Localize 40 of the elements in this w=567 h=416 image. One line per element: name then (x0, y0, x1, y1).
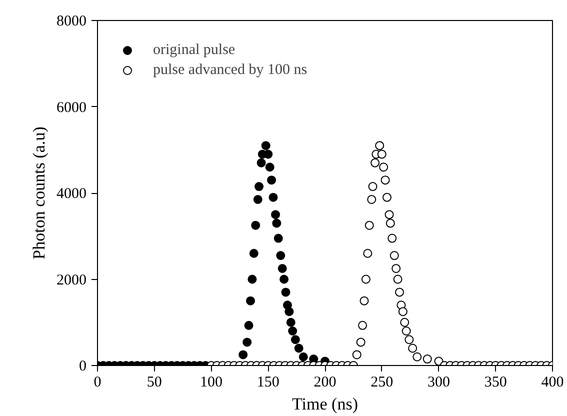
point (276, 251, 286, 260)
point (271, 210, 280, 220)
point (281, 288, 290, 297)
x-axis-title: Time (ns) (292, 394, 358, 414)
x-tick-label: 400 (541, 374, 564, 390)
y-axis-title: Photon counts (a.u) (30, 126, 48, 260)
point (286, 318, 296, 327)
point (284, 307, 294, 316)
legend-label: pulse advanced by 100 ns (153, 62, 308, 78)
point (274, 234, 283, 243)
y-tick-label: 2000 (56, 272, 86, 288)
point (248, 274, 257, 284)
y-tick-label: 6000 (56, 100, 86, 116)
x-tick-label: 0 (94, 374, 102, 390)
y-tick-label: 8000 (56, 14, 86, 30)
point (280, 274, 289, 284)
point (246, 296, 255, 306)
x-tick-label: 150 (256, 374, 280, 390)
point (261, 141, 270, 150)
point (288, 326, 298, 336)
x-tick-label: 300 (428, 374, 450, 390)
point (265, 162, 274, 172)
x-tick-label: 350 (484, 374, 507, 390)
point (278, 264, 287, 273)
point (272, 218, 282, 228)
y-tick-label: 4000 (56, 186, 86, 202)
point (253, 194, 262, 204)
point (256, 158, 266, 168)
point (267, 176, 276, 185)
legend-label: original pulse (153, 42, 236, 58)
point (251, 220, 260, 230)
y-tick-label: 0 (79, 358, 86, 374)
point (268, 192, 278, 202)
x-tick-label: 50 (146, 374, 162, 390)
point (254, 182, 264, 192)
point (249, 248, 258, 258)
x-tick-label: 100 (200, 374, 222, 390)
x-tick-label: 250 (370, 374, 394, 390)
x-tick-label: 200 (314, 374, 336, 390)
point (244, 320, 254, 330)
